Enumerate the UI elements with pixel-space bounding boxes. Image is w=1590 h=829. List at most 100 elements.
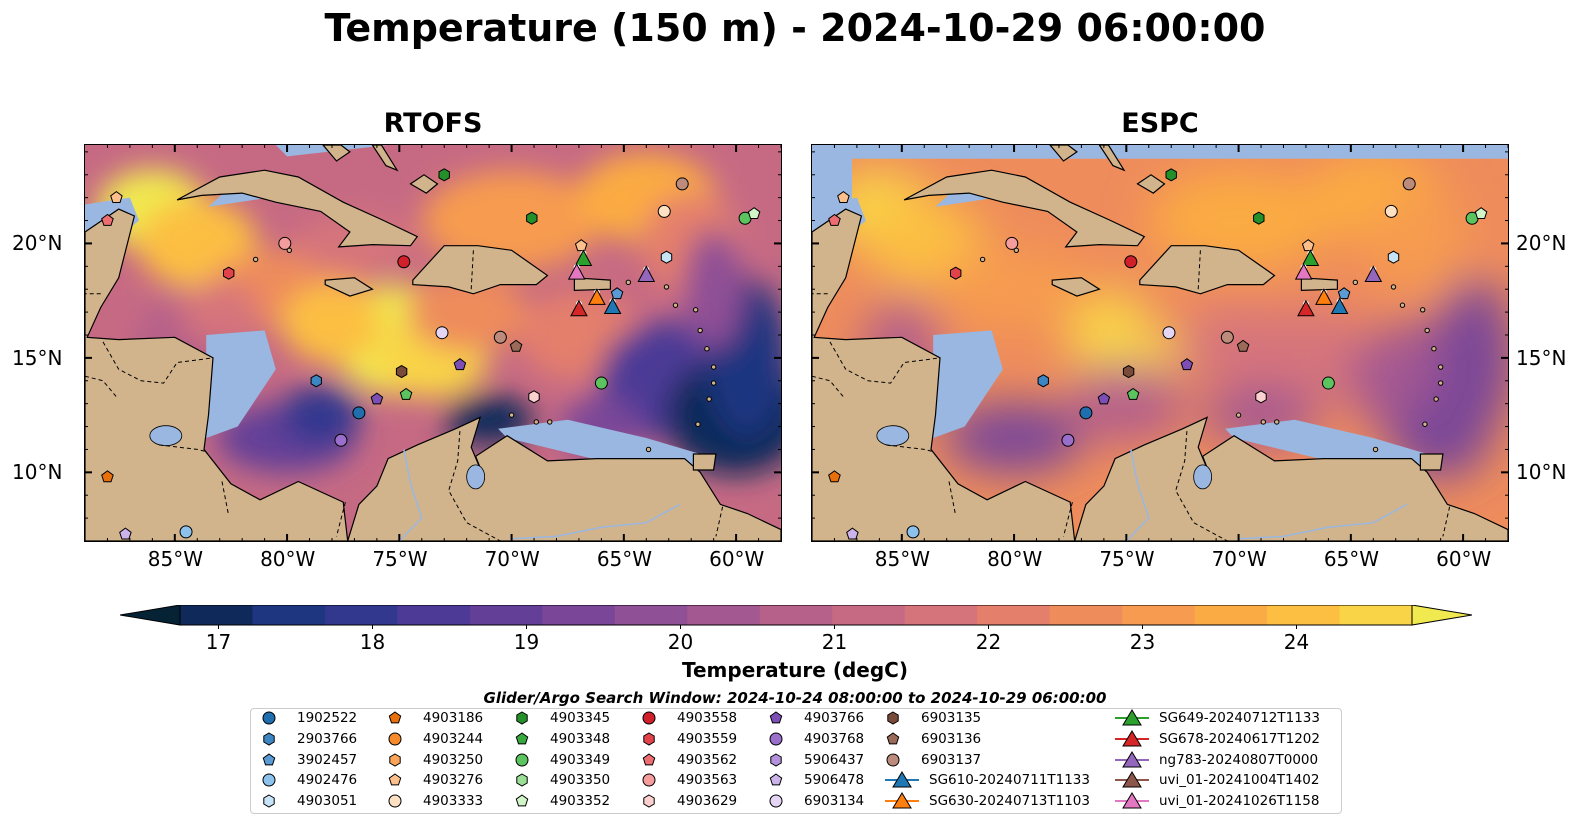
colorbar (120, 605, 1472, 629)
legend-item-label: 4903051 (297, 793, 358, 810)
argo-float-marker[interactable] (675, 177, 689, 191)
argo-float-marker[interactable] (1255, 390, 1267, 404)
argo-float-marker[interactable] (110, 190, 123, 203)
map-panel-espc[interactable] (811, 144, 1509, 542)
argo-float-marker[interactable] (1180, 358, 1194, 371)
argo-float-marker[interactable] (1097, 392, 1111, 405)
glider-track-marker[interactable] (588, 288, 606, 305)
legend-marker-icon (515, 794, 529, 807)
legend-item-label: 4903563 (677, 772, 738, 789)
colorbar-tick-label: 23 (1129, 630, 1156, 654)
argo-float-marker[interactable] (397, 255, 411, 269)
argo-float-marker[interactable] (1474, 207, 1488, 219)
argo-float-marker[interactable] (828, 470, 841, 483)
legend-marker-icon (1115, 771, 1149, 788)
argo-float-marker[interactable] (528, 390, 540, 404)
argo-float-marker[interactable] (509, 339, 523, 352)
argo-float-marker[interactable] (1037, 374, 1049, 388)
glider-track-marker[interactable] (1364, 265, 1383, 282)
lon-tick-label: 60°W (709, 547, 765, 571)
legend-marker-icon (642, 711, 656, 725)
glider-track-marker[interactable] (1315, 288, 1333, 305)
legend-item: 4903345 (514, 708, 610, 728)
argo-float-marker[interactable] (846, 527, 859, 540)
argo-float-marker[interactable] (310, 374, 322, 388)
argo-float-marker[interactable] (1126, 387, 1140, 400)
legend-item: SG630-20240713T1103 (885, 791, 1090, 811)
glider-track-marker[interactable] (1330, 297, 1349, 315)
argo-float-marker[interactable] (1337, 287, 1351, 300)
legend-marker-icon (389, 753, 401, 767)
argo-float-marker[interactable] (493, 330, 507, 344)
legend-marker-icon (769, 773, 783, 786)
legend-item: 3902457 (261, 750, 357, 770)
legend-item-label: 4903250 (423, 751, 484, 768)
legend-item-label: 4903186 (423, 710, 484, 726)
argo-float-marker[interactable] (574, 239, 588, 252)
legend: 1902522 2903766 3902457 4902476 4903051 49031… (250, 708, 1342, 814)
argo-float-marker[interactable] (119, 527, 132, 540)
argo-float-marker[interactable] (1122, 365, 1135, 379)
legend-marker-icon (263, 794, 275, 808)
argo-float-marker[interactable] (1384, 204, 1398, 218)
legend-item: 4903352 (514, 791, 610, 811)
argo-float-marker[interactable] (1061, 433, 1075, 447)
glider-track-marker[interactable] (567, 263, 586, 280)
argo-float-marker[interactable] (352, 406, 366, 420)
legend-item: 4903186 (387, 708, 483, 728)
argo-float-marker[interactable] (101, 470, 114, 483)
argo-float-marker[interactable] (1301, 239, 1315, 252)
argo-float-marker[interactable] (906, 525, 920, 539)
argo-float-marker[interactable] (1124, 255, 1138, 269)
colorbar-tick-label: 22 (975, 630, 1002, 654)
argo-float-marker[interactable] (594, 376, 608, 390)
argo-float-marker[interactable] (1321, 376, 1335, 390)
argo-float-marker[interactable] (453, 358, 467, 371)
argo-float-marker[interactable] (1236, 339, 1250, 352)
argo-float-marker[interactable] (1253, 211, 1265, 225)
argo-float-marker[interactable] (179, 525, 193, 539)
argo-float-marker[interactable] (395, 365, 408, 379)
legend-marker-icon (388, 773, 402, 786)
argo-float-marker[interactable] (660, 250, 673, 264)
legend-item-label: 4902476 (297, 772, 358, 789)
map-panel-rtofs[interactable] (84, 144, 782, 542)
argo-float-marker[interactable] (1220, 330, 1234, 344)
glider-track-marker[interactable] (1301, 249, 1320, 266)
legend-item: 4903348 (514, 729, 610, 749)
argo-float-marker[interactable] (837, 190, 850, 203)
argo-float-marker[interactable] (657, 204, 671, 218)
glider-track-marker[interactable] (574, 249, 593, 266)
argo-float-marker[interactable] (828, 213, 841, 226)
argo-float-marker[interactable] (1165, 168, 1177, 182)
argo-float-marker[interactable] (1079, 406, 1093, 420)
legend-item: 4903629 (641, 791, 737, 811)
legend-item: SG678-20240617T1202 (1115, 729, 1320, 749)
argo-float-marker[interactable] (950, 266, 962, 280)
legend-marker-icon (887, 711, 899, 725)
glider-track-marker[interactable] (1297, 299, 1315, 317)
legend-marker-icon (1115, 792, 1149, 809)
argo-float-marker[interactable] (278, 236, 292, 250)
argo-float-marker[interactable] (1005, 236, 1019, 250)
lat-tick-label-left: 20°N (12, 231, 63, 256)
legend-item: 4903350 (514, 770, 610, 790)
argo-float-marker[interactable] (610, 287, 624, 300)
argo-float-marker[interactable] (435, 326, 449, 340)
glider-track-marker[interactable] (637, 265, 656, 282)
argo-float-marker[interactable] (747, 207, 761, 219)
glider-track-marker[interactable] (603, 297, 622, 315)
argo-float-marker[interactable] (399, 387, 413, 400)
argo-float-marker[interactable] (1162, 326, 1176, 340)
argo-float-marker[interactable] (1402, 177, 1416, 191)
glider-track-marker[interactable] (570, 299, 588, 317)
argo-float-marker[interactable] (1387, 250, 1400, 264)
argo-float-marker[interactable] (370, 392, 384, 405)
argo-float-marker[interactable] (101, 213, 114, 226)
argo-float-marker[interactable] (438, 168, 450, 182)
argo-float-marker[interactable] (526, 211, 538, 225)
argo-float-marker[interactable] (334, 433, 348, 447)
lat-tick-label-right: 10°N (1516, 460, 1567, 485)
glider-track-marker[interactable] (1294, 263, 1313, 280)
argo-float-marker[interactable] (223, 266, 235, 280)
